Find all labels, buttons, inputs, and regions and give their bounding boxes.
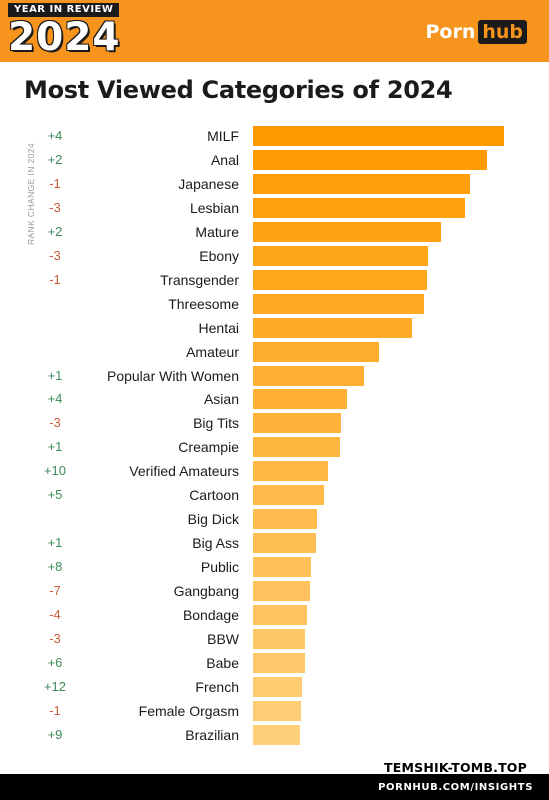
bar [253, 557, 311, 578]
category-label: Public [200, 559, 239, 576]
bar [253, 437, 340, 458]
category-label: Lesbian [189, 199, 239, 216]
year-in-review-badge: YEAR IN REVIEW 2024 [8, 3, 128, 59]
rank-change: +5 [47, 487, 63, 503]
category-label: Brazilian [185, 726, 239, 743]
rank-change: +12 [43, 678, 67, 694]
rank-change: +1 [47, 439, 63, 455]
category-label: MILF [207, 128, 239, 144]
category-label: Big Ass [192, 535, 239, 552]
rank-change: -4 [49, 607, 61, 622]
category-label: Japanese [178, 175, 239, 192]
rank-change: +1 [47, 367, 63, 383]
category-label: Babe [206, 654, 239, 671]
category-label: Big Tits [193, 415, 239, 432]
category-label: Verified Amateurs [129, 463, 239, 480]
rank-change: +2 [47, 151, 63, 167]
category-label: Bondage [182, 607, 239, 623]
bar [253, 413, 342, 434]
bar [253, 197, 466, 218]
pornhub-logo: Porn hub [425, 19, 527, 45]
category-label: Female Orgasm [138, 702, 239, 719]
category-label: Cartoon [189, 487, 239, 504]
rank-change: +4 [47, 128, 63, 143]
bar [253, 724, 301, 745]
category-label: Ebony [199, 247, 239, 264]
rank-change: -1 [49, 271, 61, 287]
category-label: Hentai [198, 319, 239, 336]
category-label: Transgender [160, 271, 239, 288]
bar [253, 293, 425, 314]
rank-change: +8 [47, 559, 63, 575]
category-label: Anal [210, 151, 239, 168]
rank-change: -3 [49, 247, 61, 263]
bar [253, 389, 348, 410]
bar [253, 485, 325, 506]
year-label: 2024 [8, 15, 121, 60]
watermark: TEMSHIK-TOMB.TOP [380, 759, 531, 776]
bar [253, 700, 302, 721]
rank-change: +6 [47, 654, 63, 670]
rank-change: +1 [47, 535, 63, 551]
category-label: BBW [207, 630, 239, 647]
footer-url: PORNHUB.COM/INSIGHTS [378, 782, 533, 793]
bar [253, 676, 303, 697]
year-in-review-label: YEAR IN REVIEW [8, 3, 120, 17]
category-label: Amateur [186, 343, 239, 360]
logo-text-right: hub [478, 20, 527, 44]
rank-change: -1 [49, 175, 61, 191]
header-banner: YEAR IN REVIEW 2024 Porn hub [0, 0, 549, 62]
rank-change: +10 [43, 463, 67, 479]
bar [253, 221, 442, 242]
rank-change: -7 [49, 583, 61, 599]
bar [253, 126, 504, 146]
logo-text-left: Porn [425, 21, 476, 43]
bar [253, 365, 364, 386]
rank-change: +2 [47, 223, 63, 239]
bar [253, 269, 427, 290]
category-label: Asian [203, 391, 239, 408]
bar [253, 149, 488, 170]
bar [253, 628, 305, 649]
bar [253, 341, 379, 362]
bar [253, 317, 413, 338]
bar [253, 173, 471, 194]
bar [253, 533, 316, 554]
category-label: French [195, 678, 239, 695]
rank-change: -3 [49, 630, 61, 646]
bar [253, 605, 308, 625]
rank-change: -3 [49, 415, 61, 431]
chart-title: Most Viewed Categories of 2024 [24, 76, 453, 104]
bar [253, 581, 310, 602]
footer-bar: PORNHUB.COM/INSIGHTS [0, 774, 549, 800]
category-label: Threesome [168, 295, 239, 312]
bar [253, 245, 428, 266]
rank-change: +4 [47, 391, 63, 407]
bar [253, 509, 317, 530]
bar [253, 461, 328, 482]
bar [253, 652, 305, 673]
rank-change: +9 [47, 726, 63, 742]
rank-change: -3 [49, 199, 61, 215]
rank-change: -1 [49, 702, 61, 718]
category-label: Gangbang [173, 583, 239, 600]
category-label: Creampie [178, 439, 239, 456]
category-label: Mature [195, 223, 239, 240]
category-label: Popular With Women [106, 367, 239, 384]
category-label: Big Dick [187, 511, 239, 528]
